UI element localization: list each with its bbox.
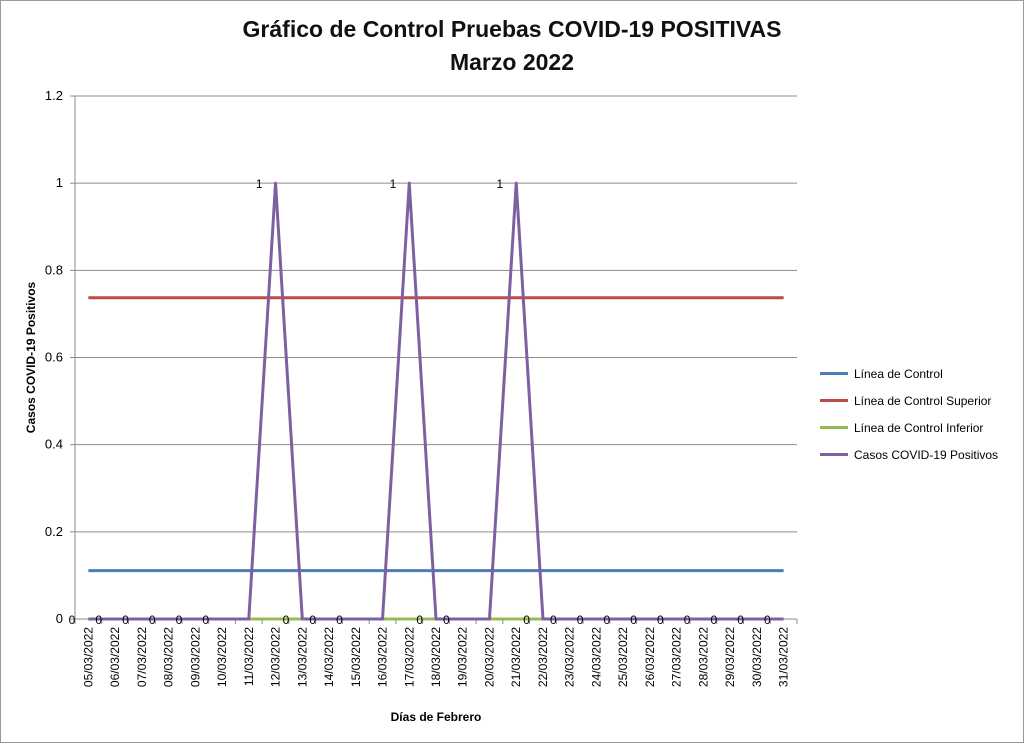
x-tick-label: 16/03/2022 bbox=[376, 627, 390, 687]
x-tick-label: 29/03/2022 bbox=[723, 627, 737, 687]
y-tick-label: 0 bbox=[56, 611, 63, 626]
data-label: 0 bbox=[336, 613, 343, 627]
data-label: 0 bbox=[443, 613, 450, 627]
data-label: 0 bbox=[283, 613, 290, 627]
x-tick-label: 14/03/2022 bbox=[322, 627, 336, 687]
x-axis-title: Días de Febrero bbox=[391, 710, 482, 724]
x-tick-label: 20/03/2022 bbox=[482, 627, 496, 687]
series-line-4 bbox=[88, 181, 784, 621]
x-tick-label: 05/03/2022 bbox=[81, 627, 95, 687]
x-tick-label: 15/03/2022 bbox=[349, 627, 363, 687]
legend-swatch bbox=[820, 372, 848, 375]
data-label: 0 bbox=[684, 613, 691, 627]
legend-label: Línea de Control Superior bbox=[854, 393, 992, 408]
x-tick-label: 25/03/2022 bbox=[616, 627, 630, 687]
x-tick-label: 24/03/2022 bbox=[589, 627, 603, 687]
legend-item: Línea de Control bbox=[820, 360, 998, 387]
legend-label: Línea de Control Inferior bbox=[854, 420, 984, 435]
x-tick-label: 09/03/2022 bbox=[188, 627, 202, 687]
data-label: 0 bbox=[710, 613, 717, 627]
x-tick-label: 26/03/2022 bbox=[643, 627, 657, 687]
data-label: 0 bbox=[630, 613, 637, 627]
x-tick-label: 31/03/2022 bbox=[777, 627, 791, 687]
y-tick-label: 0.8 bbox=[45, 262, 63, 277]
chart-subtitle: Marzo 2022 bbox=[449, 49, 574, 75]
y-tick-label: 0.4 bbox=[45, 437, 63, 452]
data-label: 0 bbox=[309, 613, 316, 627]
x-tick-label: 08/03/2022 bbox=[162, 627, 176, 687]
x-tick-label: 12/03/2022 bbox=[269, 627, 283, 687]
x-tick-label: 30/03/2022 bbox=[750, 627, 764, 687]
legend-swatch bbox=[820, 426, 848, 429]
legend-swatch bbox=[820, 399, 848, 402]
x-tick-label: 27/03/2022 bbox=[670, 627, 684, 687]
x-tick-label: 22/03/2022 bbox=[536, 627, 550, 687]
data-label: 0 bbox=[550, 613, 557, 627]
data-label: 0 bbox=[95, 613, 102, 627]
x-tick-label: 19/03/2022 bbox=[456, 627, 470, 687]
chart-title: Gráfico de Control Pruebas COVID-19 POSI… bbox=[242, 16, 782, 42]
x-tick-label: 17/03/2022 bbox=[402, 627, 416, 687]
legend-item: Casos COVID-19 Positivos bbox=[820, 441, 998, 468]
x-tick-label: 10/03/2022 bbox=[215, 627, 229, 687]
data-label: 0 bbox=[657, 613, 664, 627]
y-tick-label: 0.6 bbox=[45, 350, 63, 365]
data-label: 0 bbox=[202, 613, 209, 627]
y-tick-label: 0.2 bbox=[45, 524, 63, 539]
x-tick-label: 13/03/2022 bbox=[295, 627, 309, 687]
data-label: 0 bbox=[764, 613, 771, 627]
x-tick-label: 21/03/2022 bbox=[509, 627, 523, 687]
data-label: 0 bbox=[69, 613, 76, 627]
legend-item: Línea de Control Superior bbox=[820, 387, 998, 414]
data-label: 0 bbox=[577, 613, 584, 627]
x-tick-label: 28/03/2022 bbox=[696, 627, 710, 687]
data-label: 1 bbox=[390, 177, 397, 191]
data-label: 0 bbox=[149, 613, 156, 627]
x-tick-label: 07/03/2022 bbox=[135, 627, 149, 687]
legend-swatch bbox=[820, 453, 848, 456]
data-label: 0 bbox=[176, 613, 183, 627]
x-tick-label: 06/03/2022 bbox=[108, 627, 122, 687]
x-tick-label: 11/03/2022 bbox=[242, 627, 256, 686]
legend-label: Línea de Control bbox=[854, 366, 943, 381]
legend-label: Casos COVID-19 Positivos bbox=[854, 447, 999, 462]
x-tick-label: 18/03/2022 bbox=[429, 627, 443, 687]
data-label: 0 bbox=[122, 613, 129, 627]
y-axis-title: Casos COVID-19 Positivos bbox=[24, 281, 38, 433]
y-tick-label: 1 bbox=[56, 175, 63, 190]
x-tick-label: 23/03/2022 bbox=[563, 627, 577, 687]
data-label: 0 bbox=[737, 613, 744, 627]
data-label: 0 bbox=[523, 613, 530, 627]
data-label: 1 bbox=[256, 177, 263, 191]
data-label: 0 bbox=[416, 613, 423, 627]
data-label: 0 bbox=[603, 613, 610, 627]
chart-legend: Línea de Control Línea de Control Superio… bbox=[820, 360, 998, 468]
y-tick-label: 1.2 bbox=[45, 88, 63, 103]
legend-item: Línea de Control Inferior bbox=[820, 414, 998, 441]
data-label: 1 bbox=[497, 177, 504, 191]
